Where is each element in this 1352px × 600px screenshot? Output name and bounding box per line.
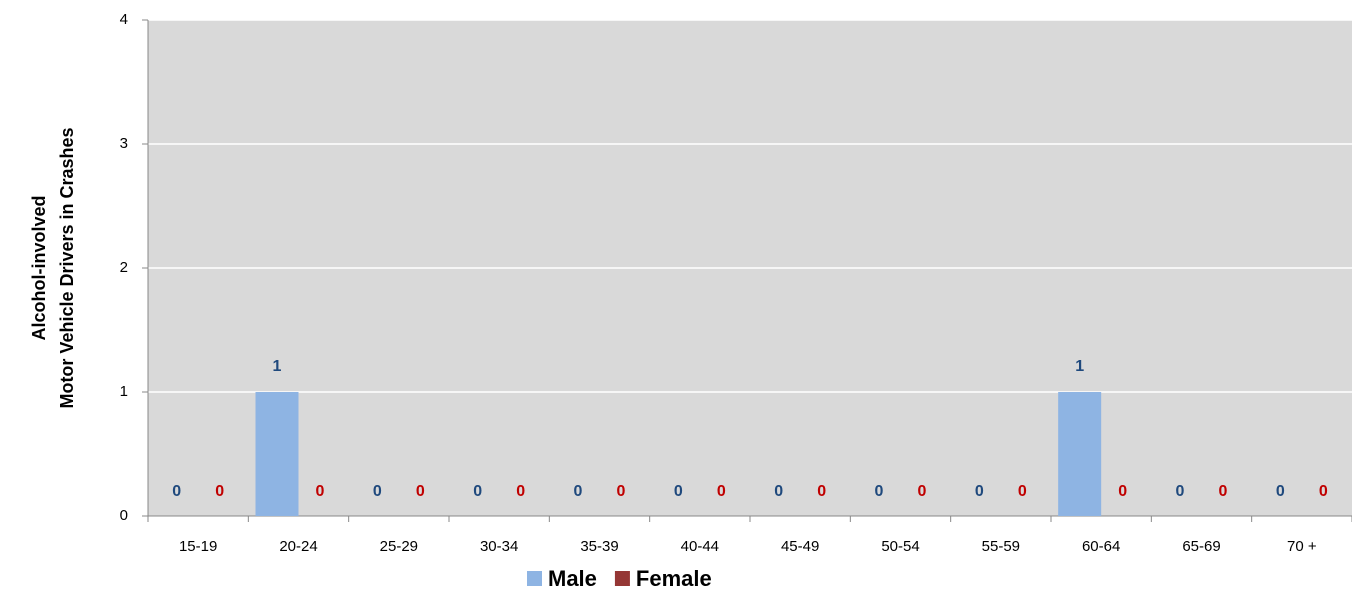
- data-label: 0: [918, 483, 927, 500]
- bar: [1058, 392, 1102, 516]
- x-tick-label: 65-69: [1182, 538, 1220, 555]
- data-label: 0: [1018, 483, 1027, 500]
- data-label: 0: [172, 483, 181, 500]
- data-label: 0: [574, 483, 583, 500]
- x-tick-label: 60-64: [1082, 538, 1120, 555]
- x-tick-label: 45-49: [781, 538, 819, 555]
- data-label: 0: [817, 483, 826, 500]
- data-label: 0: [516, 483, 525, 500]
- data-label: 0: [674, 483, 683, 500]
- x-tick-label: 25-29: [380, 538, 418, 555]
- y-axis-label: Alcohol-involved: [29, 195, 49, 340]
- data-label: 0: [617, 483, 626, 500]
- y-tick-label: 0: [120, 507, 128, 524]
- data-label: 0: [875, 483, 884, 500]
- data-label: 0: [1118, 483, 1127, 500]
- x-tick-label: 55-59: [982, 538, 1020, 555]
- bar: [255, 392, 299, 516]
- data-label: 1: [1075, 358, 1084, 375]
- data-label: 0: [1176, 483, 1185, 500]
- data-label: 0: [1219, 483, 1228, 500]
- data-label: 0: [215, 483, 224, 500]
- y-tick-label: 1: [120, 383, 128, 400]
- legend-swatch: [614, 571, 630, 586]
- legend-label: Female: [636, 566, 712, 591]
- x-tick-label: 50-54: [881, 538, 919, 555]
- x-tick-label: 70 +: [1287, 538, 1317, 555]
- y-tick-label: 3: [120, 135, 128, 152]
- data-label: 0: [316, 483, 325, 500]
- y-tick-label: 2: [120, 259, 128, 276]
- y-axis-label: Motor Vehicle Drivers in Crashes: [57, 127, 77, 408]
- x-tick-label: 30-34: [480, 538, 518, 555]
- data-label: 0: [373, 483, 382, 500]
- legend-label: Male: [548, 566, 597, 591]
- data-label: 0: [416, 483, 425, 500]
- data-label: 1: [273, 358, 282, 375]
- x-tick-label: 20-24: [279, 538, 317, 555]
- legend-swatch: [527, 571, 542, 586]
- y-tick-label: 4: [120, 11, 128, 28]
- data-label: 0: [774, 483, 783, 500]
- x-tick-label: 35-39: [580, 538, 618, 555]
- data-label: 0: [975, 483, 984, 500]
- data-label: 0: [1319, 483, 1328, 500]
- data-label: 0: [473, 483, 482, 500]
- x-tick-label: 40-44: [681, 538, 719, 555]
- data-label: 0: [717, 483, 726, 500]
- data-label: 0: [1276, 483, 1285, 500]
- x-tick-label: 15-19: [179, 538, 217, 555]
